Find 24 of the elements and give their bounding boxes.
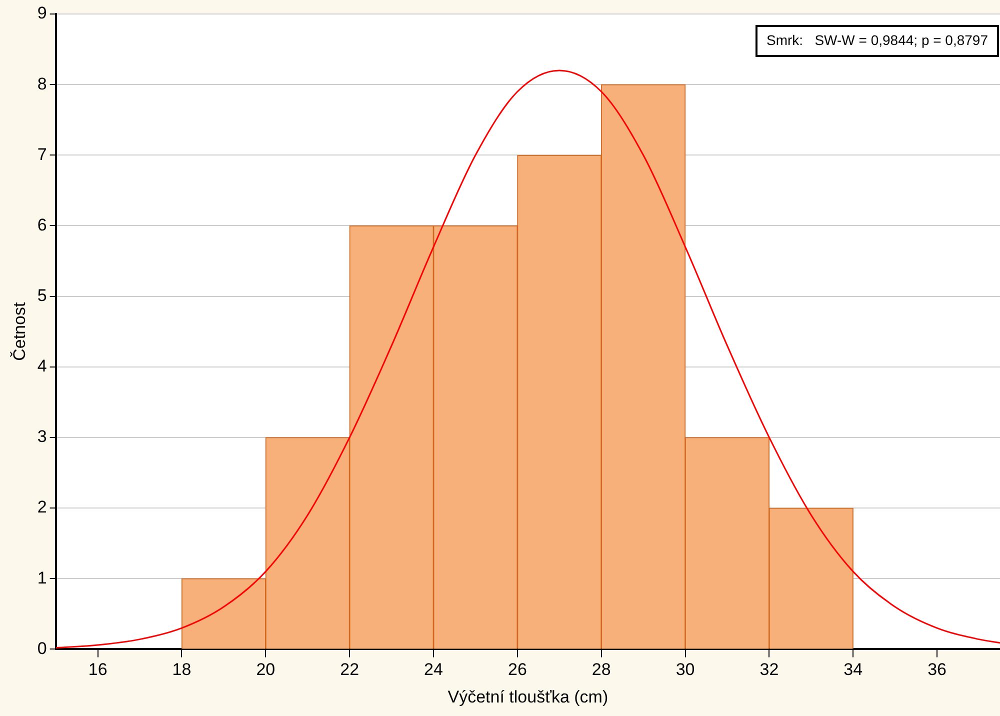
x-tick-label: 34 bbox=[844, 660, 863, 680]
y-tick-label: 4 bbox=[37, 356, 47, 376]
x-tick-label: 28 bbox=[592, 660, 611, 680]
y-tick-label: 3 bbox=[37, 427, 47, 446]
y-tick-label: 9 bbox=[37, 4, 47, 23]
y-tick-label: 1 bbox=[37, 568, 47, 588]
y-tick-label: 2 bbox=[37, 498, 47, 517]
y-tick-label: 5 bbox=[37, 286, 47, 305]
x-tick-label: 26 bbox=[508, 660, 527, 680]
x-tick-label: 24 bbox=[424, 660, 443, 680]
x-tick-label: 20 bbox=[256, 660, 276, 680]
x-tick-label: 32 bbox=[760, 660, 779, 680]
x-tick-label: 16 bbox=[88, 660, 108, 680]
x-tick-label: 30 bbox=[676, 660, 695, 680]
y-tick-label: 6 bbox=[37, 215, 47, 234]
x-axis-title: Výčetní tloušťka (cm) bbox=[448, 687, 608, 706]
y-tick-label: 8 bbox=[37, 74, 47, 94]
x-tick-label: 22 bbox=[340, 660, 360, 680]
annotation: Smrk: SW-W = 0,9844; p = 0,8797 bbox=[766, 32, 988, 48]
y-tick-label: 0 bbox=[37, 638, 47, 658]
y-axis-title: Četnost bbox=[10, 302, 29, 361]
y-tick-label: 7 bbox=[37, 144, 47, 164]
x-tick-label: 18 bbox=[172, 660, 192, 680]
x-tick-label: 36 bbox=[928, 660, 947, 680]
